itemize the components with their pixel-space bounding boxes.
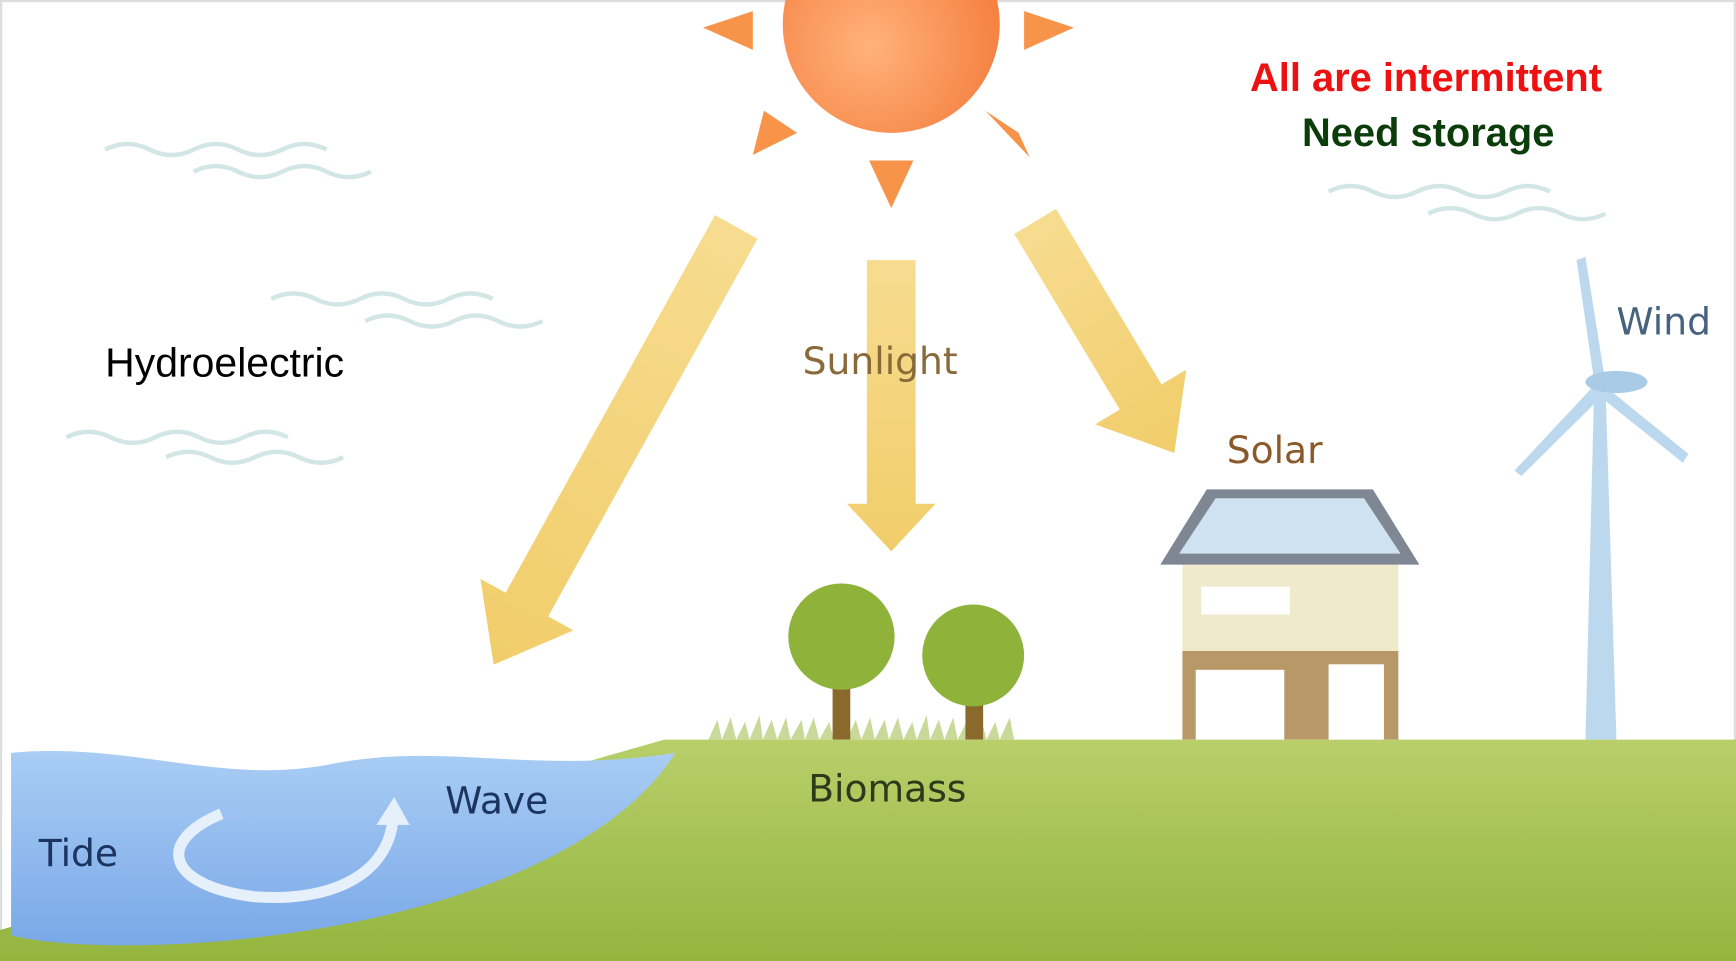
- note-storage: Need storage: [1302, 111, 1554, 155]
- water: [11, 751, 676, 946]
- trees: [788, 583, 1025, 740]
- note-intermittent: All are intermittent: [1250, 56, 1602, 100]
- label-tide: Tide: [38, 831, 118, 875]
- clouds: [65, 141, 1607, 465]
- label-hydroelectric: Hydroelectric: [105, 339, 344, 385]
- grass: [708, 715, 1015, 740]
- label-sunlight: Sunlight: [803, 339, 958, 383]
- house: [1160, 489, 1420, 740]
- sun-arrows: [480, 208, 1187, 665]
- label-wave: Wave: [445, 779, 548, 823]
- tide-arrow: [173, 808, 399, 904]
- tide-arrowhead: [376, 797, 410, 825]
- label-biomass: Biomass: [808, 767, 966, 811]
- ground: [0, 739, 1736, 961]
- wind-turbine: [1514, 256, 1689, 740]
- label-solar: Solar: [1227, 428, 1323, 472]
- label-wind: Wind: [1616, 299, 1711, 343]
